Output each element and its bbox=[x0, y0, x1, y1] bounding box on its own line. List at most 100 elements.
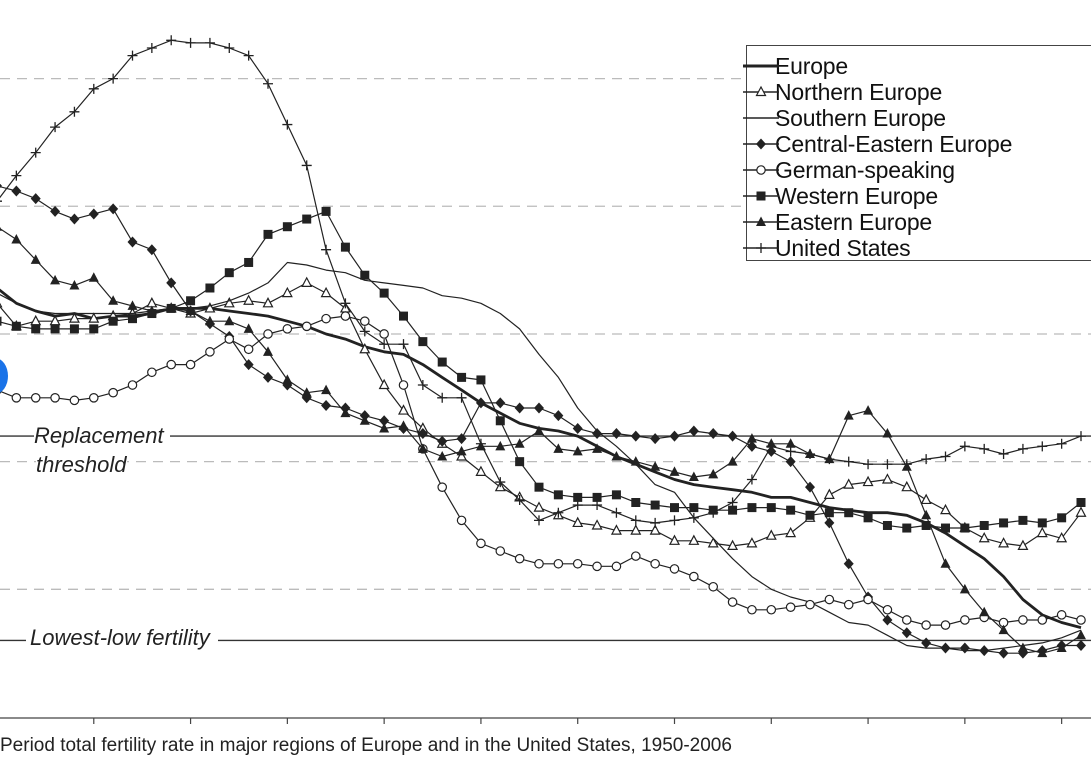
data-point bbox=[69, 395, 80, 406]
data-point bbox=[456, 515, 467, 526]
data-point bbox=[708, 581, 719, 592]
data-point bbox=[146, 305, 157, 315]
data-point bbox=[1075, 506, 1087, 517]
blue-circle-marker[interactable] bbox=[0, 358, 8, 394]
data-point bbox=[756, 243, 766, 253]
data-point bbox=[592, 561, 602, 572]
data-point bbox=[340, 311, 351, 321]
data-point bbox=[11, 185, 22, 197]
data-point bbox=[728, 505, 738, 515]
data-point bbox=[756, 138, 766, 150]
replacement-threshold-label-line1: Replacement bbox=[34, 423, 170, 449]
series-united-states bbox=[0, 35, 1086, 528]
series-line bbox=[0, 261, 1082, 652]
data-point bbox=[940, 503, 951, 515]
series-eastern-europe bbox=[0, 226, 1086, 658]
legend-item-southern-europe: Southern Europe bbox=[743, 105, 946, 131]
data-point bbox=[650, 433, 661, 445]
data-point bbox=[649, 524, 661, 535]
data-point bbox=[978, 531, 990, 543]
data-point bbox=[359, 415, 370, 425]
legend-swatch-europe bbox=[743, 64, 779, 68]
data-point bbox=[127, 300, 138, 310]
data-point bbox=[359, 343, 371, 354]
data-point bbox=[11, 233, 22, 244]
data-point bbox=[610, 524, 622, 535]
data-point bbox=[998, 647, 1009, 659]
data-point bbox=[689, 503, 699, 513]
data-point bbox=[669, 515, 680, 526]
data-point bbox=[11, 393, 22, 403]
data-point bbox=[572, 422, 583, 434]
legend-swatch-united-states bbox=[743, 243, 779, 253]
data-point bbox=[746, 474, 757, 485]
data-point bbox=[223, 297, 235, 308]
data-point bbox=[166, 35, 177, 46]
data-point bbox=[630, 524, 642, 535]
data-point bbox=[960, 523, 970, 533]
data-point bbox=[805, 599, 815, 610]
data-point bbox=[727, 539, 739, 551]
data-point bbox=[320, 286, 332, 298]
data-point bbox=[901, 627, 912, 639]
series-line bbox=[0, 288, 1082, 629]
data-point bbox=[979, 520, 989, 530]
data-point bbox=[185, 359, 196, 370]
data-point bbox=[921, 637, 932, 649]
data-point bbox=[243, 294, 255, 305]
data-point bbox=[224, 315, 235, 326]
data-point bbox=[50, 205, 61, 217]
data-point bbox=[824, 594, 835, 605]
data-point bbox=[940, 451, 951, 462]
data-point bbox=[591, 519, 603, 530]
data-point bbox=[611, 561, 622, 572]
data-point bbox=[514, 494, 525, 505]
data-point bbox=[766, 445, 777, 457]
data-point bbox=[321, 206, 331, 216]
data-point bbox=[611, 507, 622, 518]
data-point bbox=[592, 443, 603, 453]
data-point bbox=[166, 277, 177, 289]
data-point bbox=[630, 551, 641, 561]
data-point bbox=[553, 558, 564, 569]
data-point bbox=[50, 274, 61, 285]
data-point bbox=[379, 329, 389, 339]
data-point bbox=[340, 298, 351, 309]
data-point bbox=[243, 50, 254, 61]
data-point bbox=[786, 505, 796, 515]
data-point bbox=[321, 384, 332, 395]
legend-swatch-western-europe bbox=[743, 191, 779, 201]
data-point bbox=[301, 160, 312, 171]
data-point bbox=[243, 323, 254, 333]
data-point bbox=[69, 279, 80, 290]
data-point bbox=[1037, 647, 1048, 658]
data-point bbox=[69, 324, 79, 334]
data-point bbox=[592, 492, 602, 502]
data-point bbox=[805, 481, 815, 493]
data-point bbox=[281, 286, 293, 298]
data-point bbox=[1076, 629, 1086, 640]
data-point bbox=[88, 272, 99, 282]
data-point bbox=[746, 537, 758, 548]
data-point bbox=[31, 324, 41, 334]
legend-label: Eastern Europe bbox=[775, 209, 933, 235]
data-point bbox=[398, 380, 409, 390]
data-point bbox=[1076, 615, 1086, 625]
data-point bbox=[805, 448, 815, 459]
data-point bbox=[456, 450, 468, 461]
data-point bbox=[514, 402, 525, 414]
data-point bbox=[631, 498, 641, 507]
data-point bbox=[824, 508, 834, 518]
data-point bbox=[108, 295, 119, 305]
data-point bbox=[399, 311, 408, 321]
data-point bbox=[882, 428, 893, 438]
data-point bbox=[765, 529, 777, 540]
legend-item-europe: Europe bbox=[743, 53, 848, 79]
data-point bbox=[756, 165, 766, 175]
data-point bbox=[263, 346, 273, 356]
data-point bbox=[1056, 531, 1068, 543]
data-point bbox=[417, 380, 428, 391]
data-point bbox=[475, 438, 486, 449]
legend-label: Europe bbox=[775, 53, 848, 79]
reference-lines bbox=[0, 435, 1091, 642]
